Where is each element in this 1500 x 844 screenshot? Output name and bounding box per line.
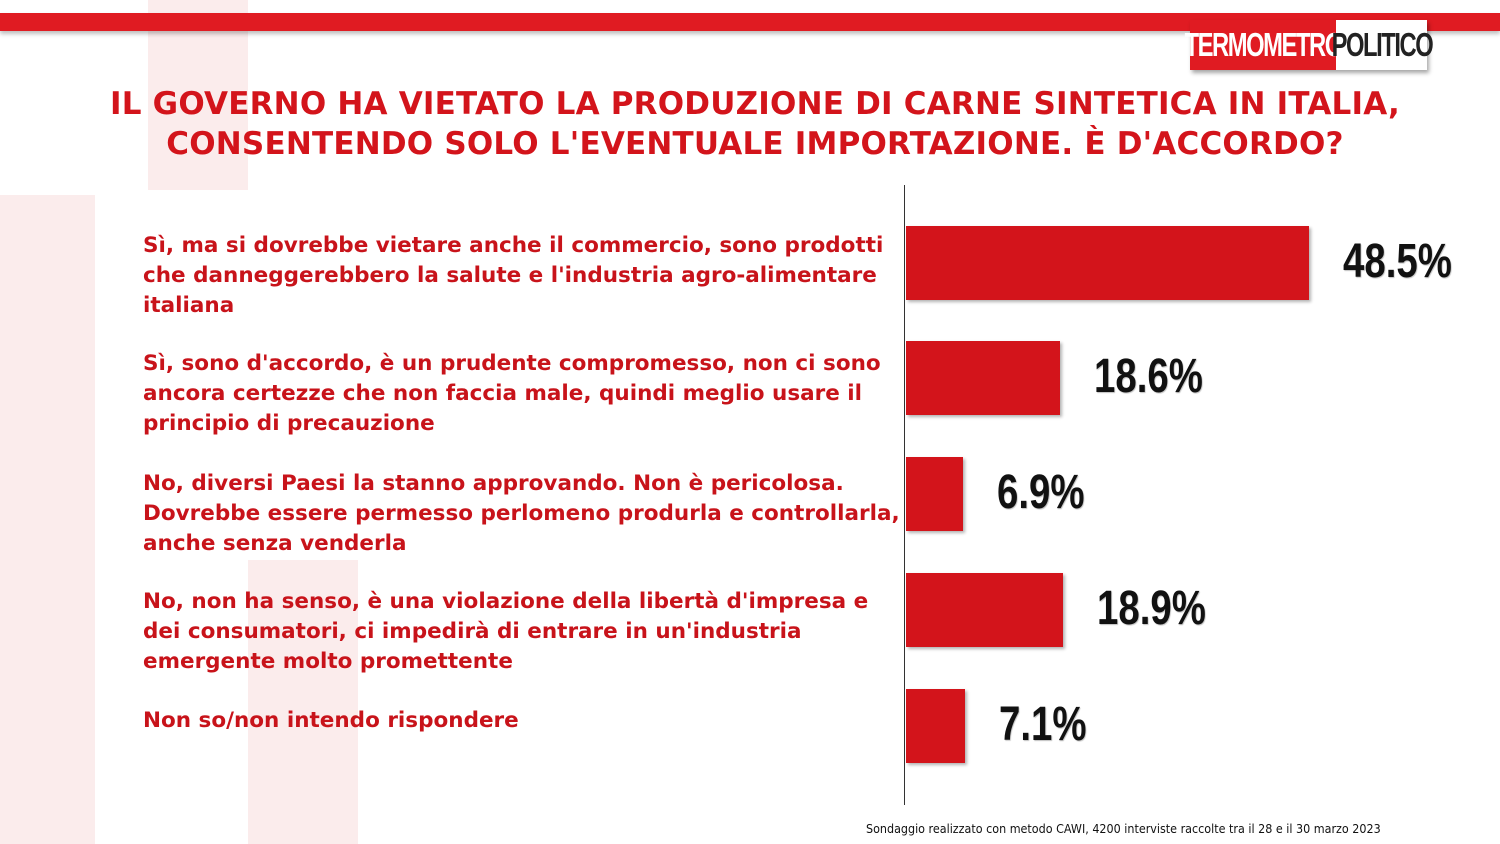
watermark-shape (248, 560, 358, 844)
bar (906, 341, 1061, 415)
logo-left: TERMOMETRO (1184, 20, 1343, 70)
data-label: 18.9% (1096, 582, 1206, 635)
data-label: 48.5% (1342, 235, 1452, 288)
data-label: 6.9% (997, 466, 1085, 519)
data-label: 7.1% (998, 698, 1087, 751)
data-label: 18.6% (1094, 350, 1204, 403)
category-label: Sì, ma si dovrebbe vietare anche il comm… (143, 233, 884, 318)
category-label: No, non ha senso, è una violazione della… (143, 589, 869, 674)
bar (906, 457, 964, 531)
bar (906, 689, 965, 763)
chart-title: IL GOVERNO HA VIETATO LA PRODUZIONE DI C… (110, 86, 1400, 162)
survey-note: Sondaggio realizzato con metodo CAWI, 42… (866, 822, 1381, 836)
header-bar (0, 13, 1500, 31)
chart-axis (904, 185, 905, 805)
category-label: Sì, sono d'accordo, è un prudente compro… (143, 351, 881, 436)
logo-right: POLITICO (1331, 20, 1433, 70)
watermark-shape (0, 195, 95, 844)
bar (906, 226, 1309, 300)
termometro-politico-logo: TERMOMETRO POLITICO (1184, 20, 1433, 70)
watermark-shape (148, 0, 248, 190)
bar (906, 573, 1063, 647)
category-label: No, diversi Paesi la stanno approvando. … (143, 471, 900, 556)
category-label: Non so/non intendo rispondere (143, 708, 519, 733)
